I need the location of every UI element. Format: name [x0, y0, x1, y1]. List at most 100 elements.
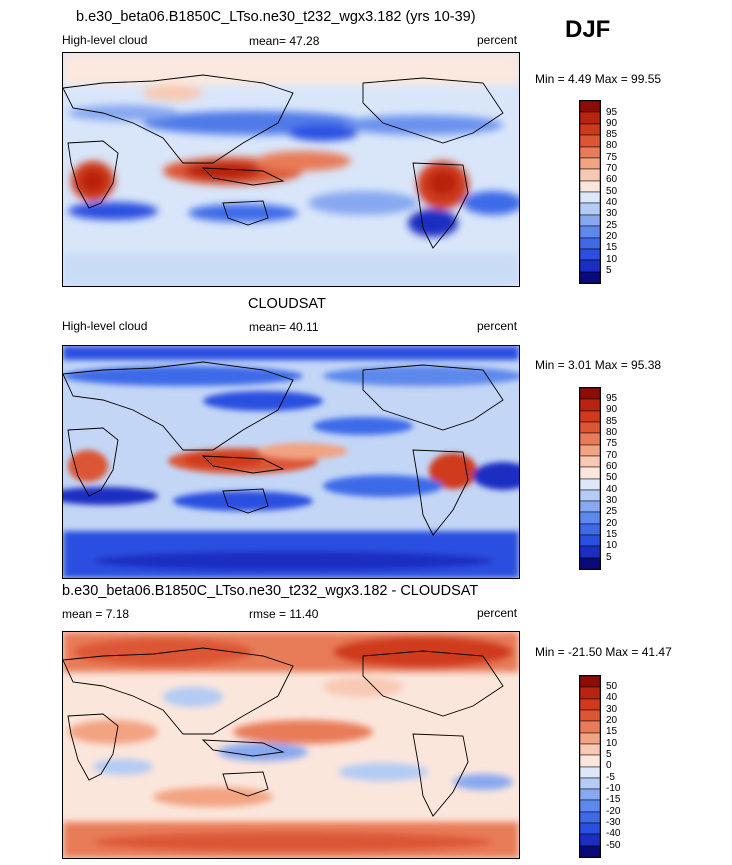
colorbar-tick-label: 10: [606, 254, 618, 265]
colorbar-swatch: [580, 134, 600, 148]
colorbar-tick-label: 40: [606, 692, 618, 703]
panel-units-label-diff: percent: [477, 606, 518, 620]
colorbar-tick-label: 50: [606, 681, 618, 692]
colorbar-tick-label: 90: [606, 118, 618, 129]
colorbar-tick-label: -20: [606, 806, 621, 817]
colorbar-swatch: [580, 698, 600, 711]
colorbar-swatch: [580, 500, 600, 513]
colorbar-swatch: [580, 237, 600, 250]
panel-mean-label-model: mean= 47.28: [249, 34, 320, 48]
colorbar-tick-label: -5: [606, 772, 615, 783]
colorbar-swatch: [580, 545, 600, 559]
colorbar-tick-label: 50: [606, 472, 618, 483]
colorbar-tick-label: 60: [606, 174, 618, 185]
colorbar-tick-label: 10: [606, 540, 618, 551]
colorbar-swatch: [580, 534, 600, 547]
panel-mean-label-obs: mean= 40.11: [249, 320, 319, 334]
colorbar-tick-label: 60: [606, 461, 618, 472]
colorbar-tick-label: 70: [606, 163, 618, 174]
panel-units-label-model: percent: [477, 33, 518, 47]
map-panel-diff: [62, 631, 520, 859]
colorbar-tick-label: 15: [606, 726, 618, 737]
panel-units-label-obs: percent: [477, 319, 518, 333]
season-label: DJF: [565, 16, 611, 43]
colorbar-swatch: [580, 146, 600, 159]
colorbar-swatch: [580, 157, 600, 170]
colorbar-tick-label: 90: [606, 404, 618, 415]
colorbar-swatch: [580, 168, 600, 182]
colorbar-swatch: [580, 271, 600, 283]
minmax-model: Min = 4.49 Max = 99.55: [535, 72, 662, 86]
colorbar-tick-label: 15: [606, 242, 618, 253]
colorbar-swatch: [580, 466, 600, 480]
colorbar-tick-label: 95: [606, 107, 618, 118]
panel-title-model: b.e30_beta06.B1850C_LTso.ne30_t232_wgx3.…: [76, 9, 476, 25]
colorbar-tick-label: -15: [606, 794, 621, 805]
colorbar-tick-label: 50: [606, 186, 618, 197]
colorbar-swatch: [580, 811, 600, 824]
colorbar-swatch: [580, 833, 600, 847]
map-panel-model: [62, 52, 520, 287]
colorbar-tick-label: 40: [606, 197, 618, 208]
colorbar-swatch: [580, 180, 600, 193]
colorbar-tick-label: 5: [606, 749, 612, 760]
panel-title-diff: b.e30_beta06.B1850C_LTso.ne30_t232_wgx3.…: [62, 583, 479, 599]
colorbar-tick-label: 10: [606, 738, 618, 749]
colorbar-swatch: [580, 421, 600, 434]
colorbar-swatch: [580, 766, 600, 779]
colorbar-swatch: [580, 225, 600, 239]
panel-left-label-model: High-level cloud: [62, 33, 148, 47]
colorbar-tick-label: 95: [606, 393, 618, 404]
colorbar-diff: [579, 675, 601, 858]
colorbar-swatch: [580, 101, 600, 113]
colorbar-swatch: [580, 676, 600, 688]
colorbar-model: [579, 100, 601, 284]
colorbar-swatch: [580, 388, 600, 400]
colorbar-swatch: [580, 455, 600, 468]
colorbar-tick-label: 20: [606, 715, 618, 726]
colorbar-tick-label: -30: [606, 817, 621, 828]
colorbar-tick-label: 25: [606, 506, 618, 517]
colorbar-swatch: [580, 444, 600, 457]
colorbar-tick-label: 75: [606, 152, 618, 163]
panel-mean-label-diff: mean = 7.18: [62, 607, 130, 621]
colorbar-tick-label: -40: [606, 828, 621, 839]
colorbar-tick-label: 5: [606, 265, 612, 276]
colorbar-tick-label: 20: [606, 231, 618, 242]
colorbar-swatch: [580, 202, 600, 216]
colorbar-tick-label: 25: [606, 220, 618, 231]
colorbar-swatch: [580, 398, 600, 412]
colorbar-swatch: [580, 686, 600, 700]
colorbar-tick-label: 30: [606, 704, 618, 715]
colorbar-swatch: [580, 743, 600, 756]
colorbar-tick-label: 85: [606, 129, 618, 140]
colorbar-tick-label: 85: [606, 416, 618, 427]
colorbar-swatch: [580, 111, 600, 125]
colorbar-swatch: [580, 259, 600, 273]
colorbar-swatch: [580, 478, 600, 491]
colorbar-swatch: [580, 432, 600, 446]
colorbar-tick-label: 80: [606, 427, 618, 438]
colorbar-tick-label: 30: [606, 208, 618, 219]
colorbar-swatch: [580, 777, 600, 790]
colorbar-tick-label: 70: [606, 450, 618, 461]
minmax-obs: Min = 3.01 Max = 95.38: [535, 358, 662, 372]
colorbar-swatch: [580, 123, 600, 136]
panel-title-obs: CLOUDSAT: [248, 296, 326, 312]
colorbar-tick-label: 15: [606, 529, 618, 540]
colorbar-tick-label: 75: [606, 438, 618, 449]
colorbar-tick-label: 5: [606, 552, 612, 563]
colorbar-tick-label: 40: [606, 484, 618, 495]
colorbar-obs: [579, 387, 601, 570]
colorbar-tick-label: 0: [606, 760, 612, 771]
colorbar-swatch: [580, 799, 600, 813]
colorbar-tick-label: -10: [606, 783, 621, 794]
colorbar-swatch: [580, 523, 600, 536]
colorbar-swatch: [580, 511, 600, 525]
colorbar-swatch: [580, 845, 600, 857]
colorbar-swatch: [580, 557, 600, 569]
colorbar-swatch: [580, 214, 600, 227]
panel-rmse-label-diff: rmse = 11.40: [249, 607, 319, 621]
colorbar-swatch: [580, 191, 600, 204]
colorbar-tick-label: -50: [606, 840, 621, 851]
